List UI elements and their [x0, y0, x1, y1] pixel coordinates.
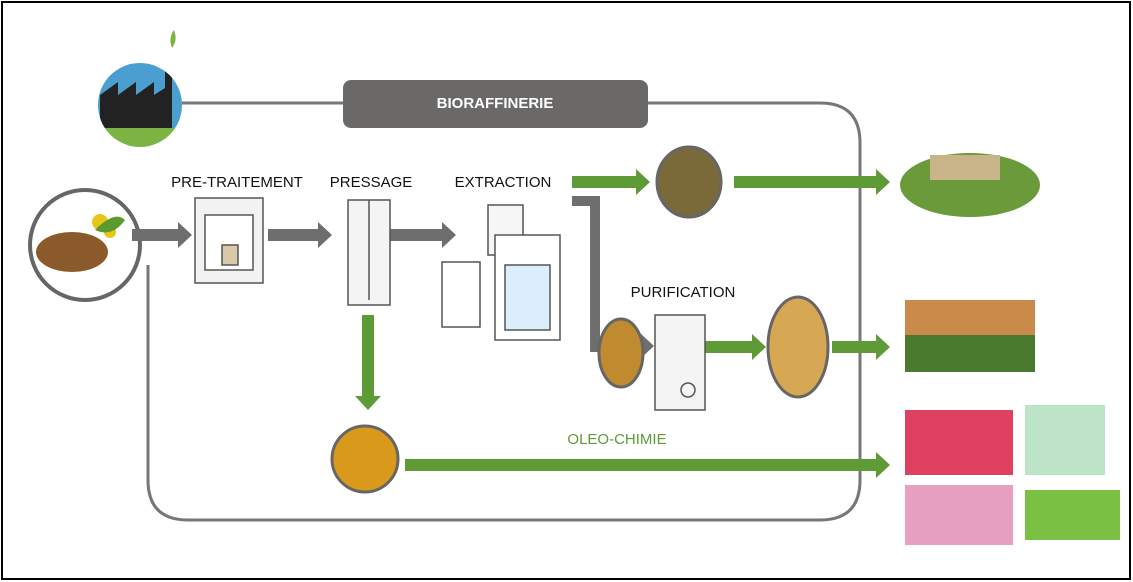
step-label: PURIFICATION	[631, 284, 736, 301]
title: BIORAFFINERIE	[437, 95, 554, 112]
step-label: PRE-TRAITEMENT	[171, 174, 303, 191]
flow-label: OLEO-CHIMIE	[567, 431, 666, 448]
step-label: EXTRACTION	[455, 174, 552, 191]
step-label: PRESSAGE	[330, 174, 413, 191]
diagram: BIORAFFINERIE PRE-TRAITEMENT PRESSAGE EX	[0, 0, 1133, 582]
seed-icon	[30, 190, 140, 300]
